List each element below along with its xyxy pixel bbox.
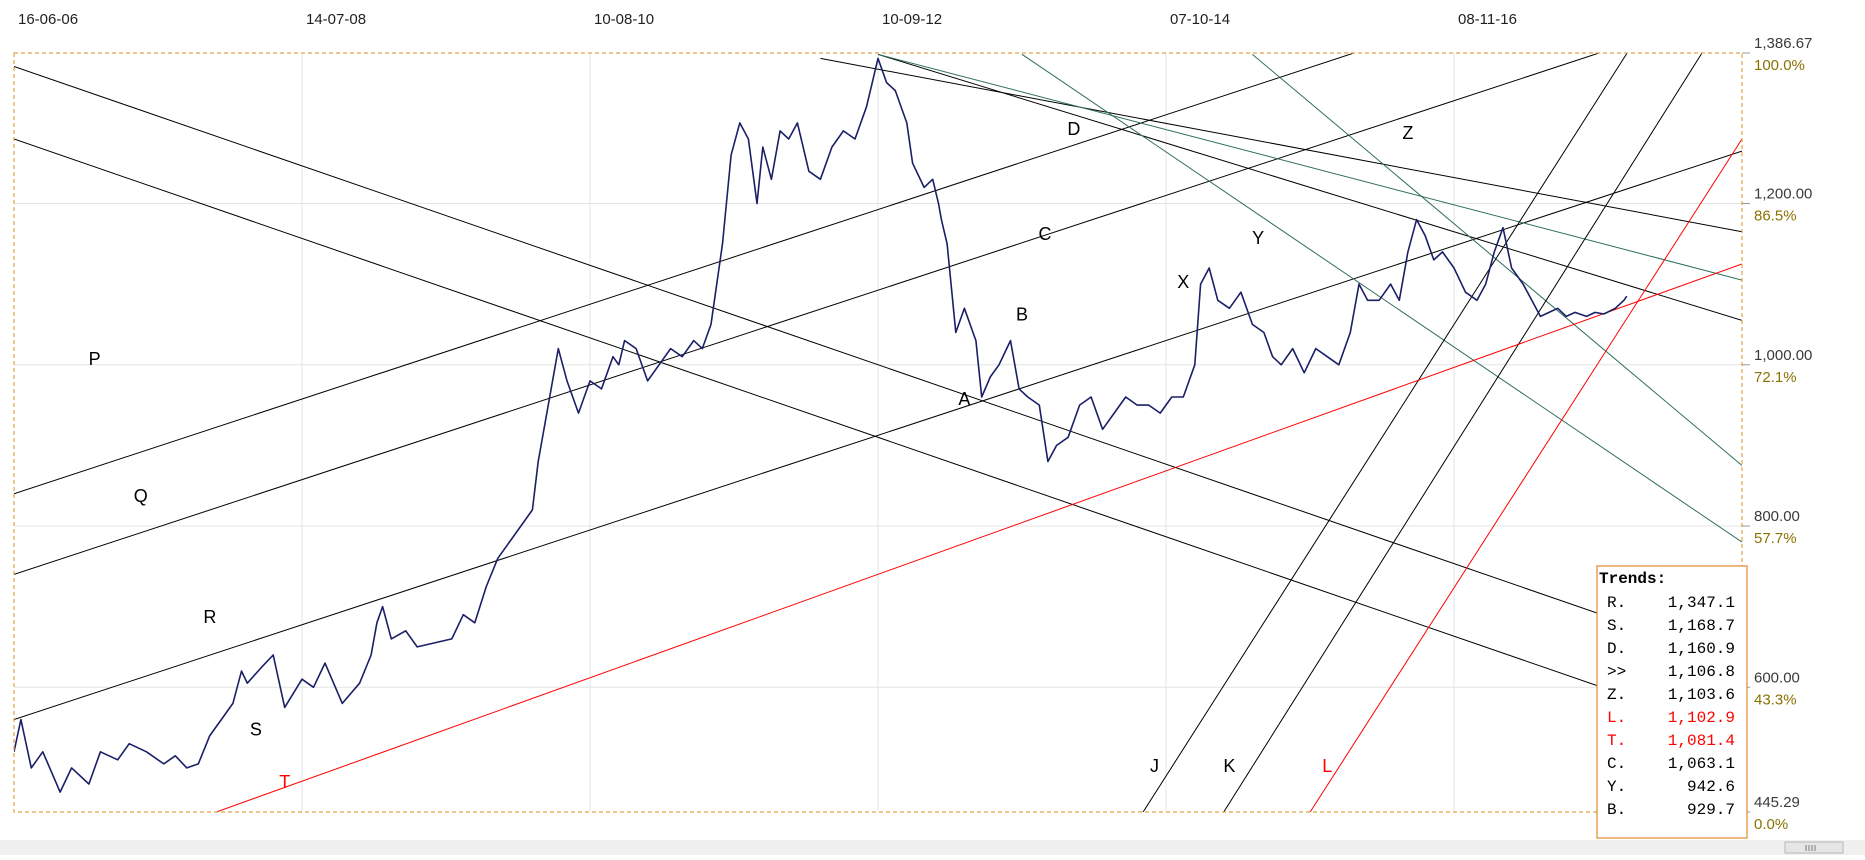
scrollbar-thumb[interactable] [1784, 841, 1844, 854]
x-tick-label: 14-07-08 [306, 11, 366, 28]
line-label-k: K [1223, 756, 1235, 776]
trend-row-value: 1,168.7 [1668, 617, 1735, 635]
trend-line-z [877, 53, 1742, 281]
y-percent-label: 86.5% [1754, 208, 1797, 225]
trends-title: Trends: [1599, 570, 1666, 588]
trend-row-label: C. [1607, 755, 1626, 773]
price-line [14, 57, 1628, 793]
line-label-y: Y [1252, 228, 1264, 248]
plot-frame [13, 52, 1743, 813]
x-tick-label: 16-06-06 [18, 11, 78, 28]
line-label-l: L [1322, 756, 1332, 776]
x-tick-label: 08-11-16 [1458, 11, 1517, 28]
y-percent-label: 100.0% [1754, 57, 1805, 74]
line-label-b: B [1016, 304, 1028, 324]
trend-row-label: D. [1607, 640, 1626, 658]
line-labels: P Q R S T A B C D X Y Z J K L [89, 119, 1414, 792]
horizontal-scrollbar[interactable] [0, 840, 1865, 855]
trend-row-value: 1,063.1 [1668, 755, 1735, 773]
y-price-label: 800.00 [1754, 508, 1800, 525]
scrollbar-grip-icon [1805, 845, 1816, 851]
y-percent-label: 57.7% [1754, 530, 1797, 547]
x-axis-ticks: 16-06-06 14-07-08 10-08-10 10-09-12 07-10-14… [18, 11, 1517, 28]
trend-line-x [1252, 53, 1742, 466]
trend-row-value: 1,347.1 [1668, 594, 1735, 612]
y-axis-ticks: 1,386.67 100.0% 1,200.00 86.5% 1,000.00 72.1%… [1742, 35, 1812, 833]
trend-line-r [14, 53, 1356, 495]
y-price-label: 1,000.00 [1754, 347, 1812, 364]
trend-row-value: 1,106.8 [1668, 663, 1735, 681]
line-label-r: R [203, 607, 216, 627]
trend-lines [14, 53, 1742, 812]
x-tick-label: 10-09-12 [882, 11, 942, 28]
scrollbar-track[interactable] [0, 840, 1865, 855]
trends-box: Trends: R. 1,347.1 S. 1,168.7 D. 1,160.9 >> 1,10… [1596, 565, 1748, 839]
trend-line-p [14, 65, 1742, 664]
trend-row-value: 1,103.6 [1668, 686, 1735, 704]
y-price-label: 1,386.67 [1754, 35, 1812, 52]
trend-row-label: B. [1607, 801, 1626, 819]
line-label-z: Z [1402, 123, 1413, 143]
trend-row-label: L. [1607, 709, 1626, 727]
trend-line-t [215, 263, 1742, 812]
line-label-a: A [958, 389, 970, 409]
trend-row-value: 942.6 [1687, 778, 1735, 796]
trend-line-q [14, 53, 1601, 575]
line-label-q: Q [134, 486, 148, 506]
y-price-label: 445.29 [1754, 794, 1800, 811]
line-label-t: T [279, 772, 290, 792]
trend-row-label: R. [1607, 594, 1626, 612]
trend-row-value: 1,081.4 [1668, 732, 1735, 750]
trend-row-label: Y. [1607, 778, 1626, 796]
trend-row-value: 929.7 [1687, 801, 1735, 819]
trend-row-label: Z. [1607, 686, 1626, 704]
trend-row-label: S. [1607, 617, 1626, 635]
line-label-c: C [1039, 224, 1052, 244]
line-label-s: S [250, 720, 262, 740]
trend-line-k [1223, 53, 1703, 812]
trend-row-label: T. [1607, 732, 1626, 750]
x-tick-label: 07-10-14 [1170, 11, 1230, 28]
trends-box-frame [1596, 565, 1748, 839]
y-percent-label: 43.3% [1754, 691, 1797, 708]
y-price-label: 600.00 [1754, 669, 1800, 686]
trend-line-j [1142, 53, 1628, 812]
x-tick-label: 10-08-10 [594, 11, 654, 28]
trend-row-value: 1,102.9 [1668, 709, 1735, 727]
trend-line-d [14, 138, 1742, 737]
y-percent-label: 72.1% [1754, 369, 1797, 386]
trend-line-y [1021, 53, 1742, 543]
trend-row-value: 1,160.9 [1668, 640, 1735, 658]
trend-line-b [877, 53, 1742, 321]
line-label-x: X [1177, 272, 1189, 292]
y-price-label: 1,200.00 [1754, 186, 1812, 203]
price-series [14, 57, 1628, 793]
trend-line-c [820, 57, 1742, 233]
trend-row-label: >> [1607, 663, 1626, 681]
line-label-d: D [1067, 119, 1080, 139]
line-label-j: J [1150, 756, 1159, 776]
y-percent-label: 0.0% [1754, 816, 1788, 833]
line-label-p: P [89, 349, 101, 369]
trend-line-l [1309, 138, 1742, 812]
trend-line-s [14, 150, 1742, 720]
